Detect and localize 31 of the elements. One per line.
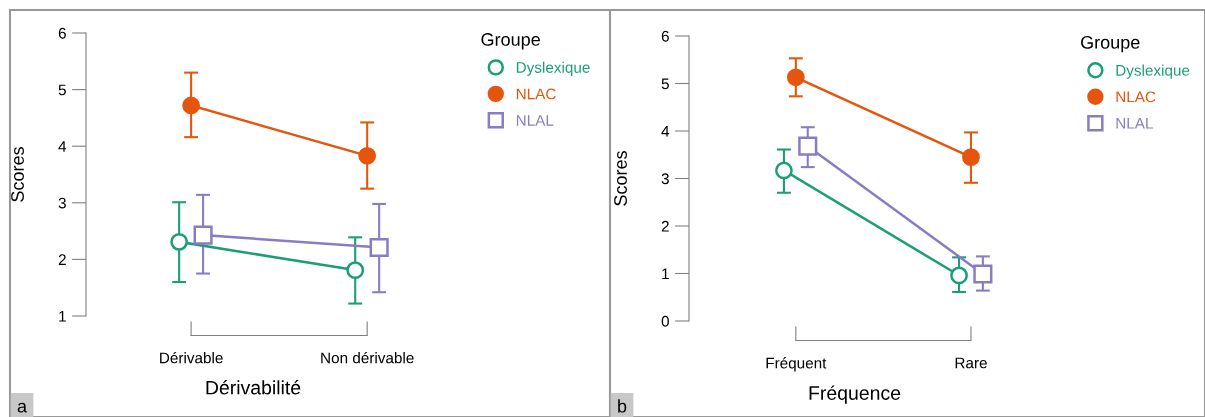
y-axis-title: Scores (614, 151, 627, 206)
y-tick-label: 5 (58, 84, 66, 96)
y-tick-label: 4 (661, 126, 670, 137)
x-tick-label: Rare (955, 357, 987, 369)
x-tick-label: Fréquent (766, 357, 827, 372)
legend-title: Groupe (1081, 35, 1140, 53)
y-tick-label: 6 (661, 30, 669, 42)
x-tick-label: Dérivable (160, 351, 223, 364)
y-tick-label: 0 (661, 315, 669, 327)
legend-title: Groupe (481, 33, 540, 50)
y-tick-label: 4 (58, 141, 67, 152)
legend-label: NLAC (516, 88, 556, 100)
y-axis-title: Scores (11, 147, 24, 202)
y-tick-label: 3 (58, 197, 66, 209)
y-tick-label: 1 (59, 311, 66, 322)
legend-label: NLAL (516, 115, 554, 126)
text: b (618, 399, 627, 413)
x-tick-label: Non dérivable (321, 351, 414, 364)
y-tick-label: 5 (661, 78, 669, 90)
legend-label: NLAL (1116, 118, 1153, 129)
y-tick-label: 1 (662, 268, 669, 280)
y-tick-label: 2 (58, 254, 66, 265)
y-tick-label: 6 (58, 27, 66, 39)
legend-label: Dyslexique (516, 61, 590, 76)
y-tick-label: 2 (661, 220, 669, 232)
text: a (17, 402, 28, 413)
y-tick-label: 3 (661, 173, 669, 185)
legend-label: Dyslexique (1116, 64, 1190, 79)
legend-label: NLAC (1116, 91, 1156, 103)
x-axis-title: Fréquence (809, 385, 901, 404)
x-axis-title: Dérivabilité (206, 380, 301, 395)
